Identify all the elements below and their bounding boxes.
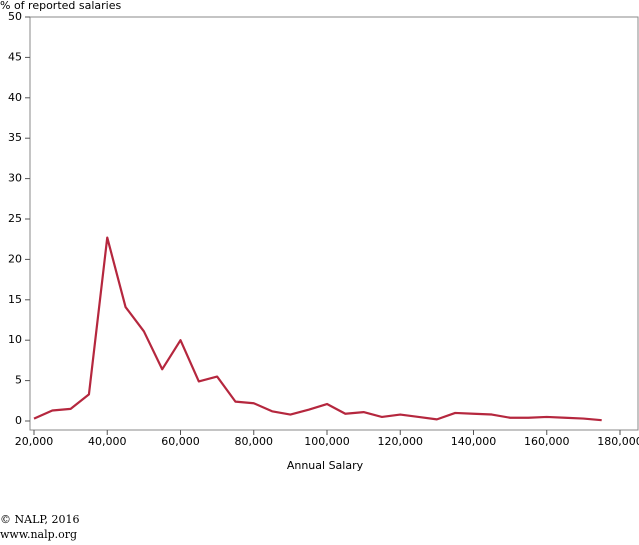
y-axis-label: % of reported salaries — [0, 0, 122, 12]
x-tick-label: 40,000 — [88, 435, 127, 448]
x-tick-label: 80,000 — [235, 435, 274, 448]
y-tick-label: 10 — [8, 333, 22, 346]
plot-frame — [29, 16, 639, 431]
x-tick-label: 60,000 — [161, 435, 200, 448]
footer-copyright: © NALP, 2016 — [0, 513, 80, 526]
y-tick-label: 0 — [15, 414, 22, 427]
x-tick-label: 180,000 — [597, 435, 639, 448]
y-tick-label: 45 — [8, 50, 22, 63]
data-line — [33, 236, 602, 422]
footer-url: www.nalp.org — [0, 528, 77, 541]
y-tick-label: 20 — [8, 252, 22, 265]
x-axis-label: Annual Salary — [287, 459, 364, 472]
y-tick-label: 5 — [15, 374, 22, 387]
x-tick-label: 160,000 — [524, 435, 570, 448]
y-tick-label: 30 — [8, 172, 22, 185]
x-tick-label: 140,000 — [451, 435, 497, 448]
y-tick-label: 40 — [8, 91, 22, 104]
y-tick-label: 25 — [8, 212, 22, 225]
x-tick-label: 100,000 — [304, 435, 350, 448]
y-tick-label: 35 — [8, 131, 22, 144]
y-tick-label: 15 — [8, 293, 22, 306]
x-tick-label: 120,000 — [378, 435, 424, 448]
y-tick-label: 50 — [8, 10, 22, 23]
x-tick-label: 20,000 — [15, 435, 54, 448]
